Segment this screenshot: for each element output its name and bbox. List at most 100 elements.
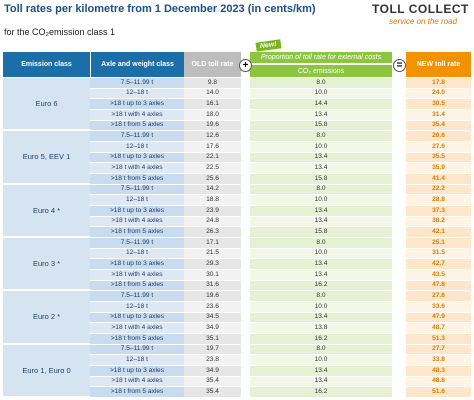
new-rate: 48.3 — [406, 366, 471, 377]
axle-class: 12–18 t — [90, 302, 184, 313]
axle-class: 7.5–11.99 t — [90, 238, 184, 249]
co2-rate: 16.2 — [250, 387, 392, 398]
co2-rate: 8.0 — [250, 78, 392, 89]
old-rate: 19.6 — [184, 291, 241, 302]
new-rate: 35.9 — [406, 163, 471, 174]
old-rate: 30.1 — [184, 270, 241, 281]
axle-class: 7.5–11.99 t — [90, 291, 184, 302]
old-rate: 34.5 — [184, 312, 241, 324]
new-rate: 25.1 — [406, 238, 471, 249]
title: Toll rates per kilometre from 1 December… — [4, 3, 316, 15]
new-rate: 33.6 — [406, 302, 471, 313]
axle-class: 7.5–11.99 t — [90, 131, 184, 142]
axle-class: 12–18 t — [90, 248, 184, 260]
new-rate: 31.5 — [406, 248, 471, 260]
subtitle: for the CO₂emission class 1 — [4, 27, 116, 37]
new-rate: 17.8 — [406, 78, 471, 89]
old-rate: 12.6 — [184, 131, 241, 142]
co2-rate: 13.4 — [250, 366, 392, 377]
old-rate: 35.4 — [184, 387, 241, 398]
axle-class: 12–18 t — [90, 142, 184, 153]
co2-rate: 10.0 — [250, 88, 392, 100]
old-rate: 9.8 — [184, 78, 241, 89]
co2-rate: 10.0 — [250, 195, 392, 206]
co2-rate: 13.4 — [250, 110, 392, 121]
new-rate: 27.6 — [406, 142, 471, 153]
old-rate: 14.2 — [184, 184, 241, 196]
axle-class: >18 t from 5 axles — [90, 280, 184, 292]
old-rate: 23.8 — [184, 355, 241, 366]
new-rate: 31.4 — [406, 110, 471, 121]
equals-sign: = — [393, 59, 406, 72]
new-rate: 27.6 — [406, 291, 471, 302]
logo-tagline: service on the road — [389, 17, 458, 26]
co2-rate: 14.4 — [250, 99, 392, 110]
new-rate: 24.0 — [406, 88, 471, 100]
old-rate: 34.9 — [184, 366, 241, 377]
co2-rate: 13.8 — [250, 323, 392, 334]
new-rate: 43.5 — [406, 270, 471, 281]
axle-class: >18 t with 4 axles — [90, 270, 184, 281]
new-rate: 28.8 — [406, 195, 471, 206]
co2-rate: 13.4 — [250, 312, 392, 324]
co2-rate: 13.4 — [250, 163, 392, 174]
co2-rate: 13.4 — [250, 216, 392, 228]
old-rate: 22.1 — [184, 152, 241, 164]
new-rate: 35.4 — [406, 120, 471, 132]
old-rate: 19.7 — [184, 344, 241, 356]
co2-rate: 10.0 — [250, 355, 392, 366]
axle-class: 12–18 t — [90, 88, 184, 100]
emission-class: Euro 1, Euro 0 — [3, 344, 90, 398]
axle-class: >18 t up to 3 axles — [90, 312, 184, 324]
new-rate: 27.7 — [406, 344, 471, 356]
new-rate: 41.4 — [406, 174, 471, 185]
co2-rate: 8.0 — [250, 238, 392, 249]
new-rate: 51.3 — [406, 334, 471, 345]
old-rate: 21.5 — [184, 248, 241, 260]
emission-class: Euro 6 — [3, 78, 90, 132]
co2-rate: 16.2 — [250, 280, 392, 292]
co2-rate: 10.0 — [250, 302, 392, 313]
axle-class: >18 t up to 3 axles — [90, 206, 184, 217]
new-rate: 42.1 — [406, 227, 471, 238]
header-old: OLD toll rate — [184, 52, 241, 78]
old-rate: 17.1 — [184, 238, 241, 249]
new-rate: 47.9 — [406, 312, 471, 324]
axle-class: >18 t from 5 axles — [90, 174, 184, 185]
axle-class: >18 t with 4 axles — [90, 216, 184, 228]
old-rate: 26.3 — [184, 227, 241, 238]
axle-class: >18 t up to 3 axles — [90, 259, 184, 270]
header-new: NEW toll rate — [406, 52, 471, 78]
header-co2: CO₂ emissions — [250, 64, 392, 78]
co2-rate: 10.0 — [250, 142, 392, 153]
old-rate: 16.1 — [184, 99, 241, 110]
old-rate: 22.5 — [184, 163, 241, 174]
header-axle: Axle and weight class — [90, 52, 184, 78]
old-rate: 35.1 — [184, 334, 241, 345]
co2-rate: 15.8 — [250, 174, 392, 185]
co2-rate: 13.4 — [250, 152, 392, 164]
axle-class: >18 t from 5 axles — [90, 334, 184, 345]
new-rate: 33.8 — [406, 355, 471, 366]
new-rate: 20.6 — [406, 131, 471, 142]
plus-sign: + — [239, 59, 252, 72]
header-proportion: Proportion of toll rate for external cos… — [250, 52, 392, 64]
new-rate: 30.5 — [406, 99, 471, 110]
new-badge: New! — [255, 39, 282, 52]
header-emission: Emission class — [3, 52, 90, 78]
co2-rate: 8.0 — [250, 344, 392, 356]
emission-class: Euro 4 * — [3, 184, 90, 238]
co2-rate: 15.8 — [250, 120, 392, 132]
emission-class: Euro 2 * — [3, 291, 90, 345]
axle-class: 7.5–11.99 t — [90, 184, 184, 196]
old-rate: 18.8 — [184, 195, 241, 206]
new-rate: 47.8 — [406, 280, 471, 292]
co2-rate: 8.0 — [250, 131, 392, 142]
axle-class: 12–18 t — [90, 355, 184, 366]
new-rate: 22.2 — [406, 184, 471, 196]
axle-class: >18 t with 4 axles — [90, 163, 184, 174]
axle-class: >18 t with 4 axles — [90, 376, 184, 388]
co2-rate: 8.0 — [250, 184, 392, 196]
old-rate: 23.6 — [184, 302, 241, 313]
